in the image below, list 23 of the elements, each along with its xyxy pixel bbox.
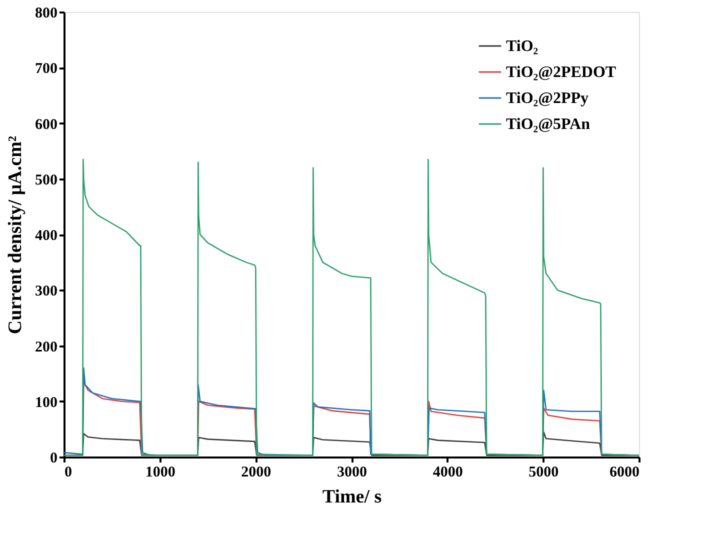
x-axis-title: Time/ s xyxy=(322,486,382,508)
x-tick-label: 1000 xyxy=(145,464,176,480)
legend-label: TiO₂@5PAn xyxy=(506,116,590,133)
x-tick-label: 4000 xyxy=(432,464,463,480)
y-tick-label: 200 xyxy=(35,339,58,356)
y-axis-title: Current density/ μA.cm² xyxy=(5,136,26,334)
legend-label: TiO₂@2PEDOT xyxy=(506,64,616,81)
x-tick-label: 6000 xyxy=(610,464,640,480)
y-tick-label: 300 xyxy=(35,284,58,300)
x-tick-label: 0 xyxy=(64,464,72,480)
y-tick-label: 100 xyxy=(35,394,58,411)
line-series xyxy=(64,158,639,456)
y-tick-label: 800 xyxy=(35,6,58,22)
legend-label: TiO₂ xyxy=(506,38,538,55)
x-tick-label: 5000 xyxy=(528,464,559,480)
x-tick-label: 2000 xyxy=(241,464,272,480)
y-tick-label: 0 xyxy=(50,450,58,466)
y-tick-label: 600 xyxy=(35,116,58,133)
y-tick-label: 500 xyxy=(35,172,58,188)
x-tick-label: 3000 xyxy=(337,464,367,480)
y-tick-label: 700 xyxy=(35,61,58,78)
legend-label: TiO₂@2PPy xyxy=(506,90,588,107)
y-tick-label: 400 xyxy=(35,228,58,244)
